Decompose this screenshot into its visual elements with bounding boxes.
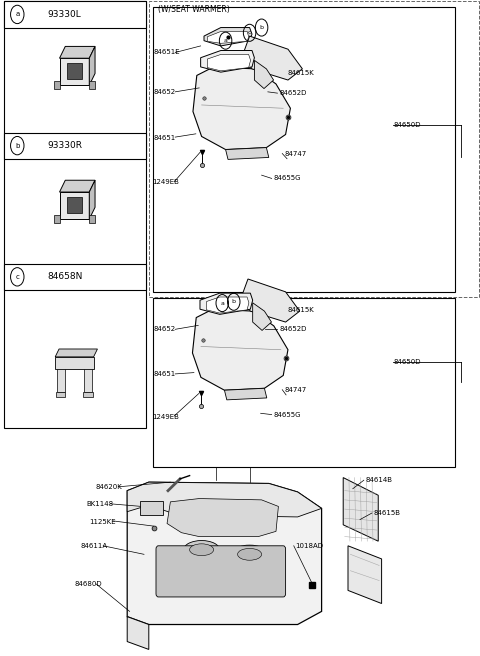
Text: 84655G: 84655G <box>274 175 301 182</box>
Polygon shape <box>206 297 249 313</box>
Polygon shape <box>207 31 249 43</box>
Text: b: b <box>260 25 264 30</box>
Polygon shape <box>89 47 95 85</box>
Polygon shape <box>60 47 95 58</box>
Polygon shape <box>67 63 82 79</box>
Bar <box>4 1 146 28</box>
Bar <box>55 357 94 369</box>
Text: 84615K: 84615K <box>288 306 315 313</box>
Polygon shape <box>193 67 290 150</box>
Bar <box>153 7 455 292</box>
Bar <box>57 369 65 392</box>
Polygon shape <box>242 36 302 80</box>
Polygon shape <box>252 303 272 331</box>
Polygon shape <box>127 482 322 625</box>
Ellipse shape <box>183 541 220 559</box>
Ellipse shape <box>238 548 262 560</box>
FancyBboxPatch shape <box>156 546 286 597</box>
Polygon shape <box>200 293 252 314</box>
Polygon shape <box>348 546 382 604</box>
Text: 84615K: 84615K <box>288 70 315 77</box>
Polygon shape <box>67 197 82 213</box>
Polygon shape <box>60 180 95 192</box>
Text: 84651E: 84651E <box>154 49 180 56</box>
Text: BK1148: BK1148 <box>86 501 114 507</box>
Bar <box>153 298 455 467</box>
Text: b: b <box>15 142 20 149</box>
Text: b: b <box>232 299 236 304</box>
Bar <box>56 392 65 397</box>
Text: a: a <box>220 300 224 306</box>
Ellipse shape <box>232 545 268 564</box>
Polygon shape <box>207 54 251 71</box>
Ellipse shape <box>190 544 214 556</box>
Polygon shape <box>192 309 288 390</box>
Polygon shape <box>254 60 274 89</box>
Polygon shape <box>167 499 278 537</box>
Polygon shape <box>343 478 378 541</box>
Polygon shape <box>204 28 252 46</box>
Bar <box>54 215 60 223</box>
Text: 84680D: 84680D <box>74 581 102 587</box>
Polygon shape <box>226 148 269 159</box>
Text: 84652: 84652 <box>154 89 176 95</box>
Text: c: c <box>248 30 252 35</box>
Text: 84652D: 84652D <box>279 90 307 96</box>
Text: 84650D: 84650D <box>394 359 421 365</box>
Bar <box>4 264 146 290</box>
Text: 84658N: 84658N <box>47 272 83 281</box>
Text: 84655G: 84655G <box>274 412 301 419</box>
Polygon shape <box>201 51 254 72</box>
Text: 84747: 84747 <box>284 386 306 393</box>
Text: a: a <box>15 11 19 18</box>
Polygon shape <box>60 58 89 85</box>
Text: (W/SEAT WARMER): (W/SEAT WARMER) <box>158 5 230 14</box>
Polygon shape <box>89 180 95 219</box>
Text: 1249EB: 1249EB <box>153 179 180 186</box>
Text: 84652D: 84652D <box>279 326 307 333</box>
Text: 84651: 84651 <box>154 134 176 141</box>
Bar <box>83 392 93 397</box>
Polygon shape <box>60 192 89 219</box>
Text: 93330L: 93330L <box>47 10 81 19</box>
Text: 84615B: 84615B <box>373 510 400 516</box>
Polygon shape <box>127 617 149 649</box>
Text: 84620K: 84620K <box>95 483 122 490</box>
Text: 84651: 84651 <box>154 371 176 377</box>
Text: 84652: 84652 <box>154 326 176 333</box>
Text: c: c <box>15 274 19 280</box>
Bar <box>89 215 95 223</box>
Polygon shape <box>127 482 322 517</box>
Polygon shape <box>55 349 97 357</box>
Text: 84611A: 84611A <box>81 543 108 549</box>
Text: 84614B: 84614B <box>366 477 393 483</box>
Bar <box>84 369 92 392</box>
Bar <box>89 81 95 89</box>
Text: 1018AD: 1018AD <box>295 543 323 549</box>
Text: 84650D: 84650D <box>394 121 421 128</box>
Text: 84747: 84747 <box>284 150 306 157</box>
Polygon shape <box>241 279 300 322</box>
Text: 93330R: 93330R <box>47 141 82 150</box>
Bar <box>4 133 146 159</box>
Polygon shape <box>225 388 267 400</box>
Text: 1125KE: 1125KE <box>89 518 115 525</box>
Bar <box>140 501 163 515</box>
Bar <box>149 1 479 297</box>
Text: 1249EB: 1249EB <box>153 413 180 420</box>
Bar <box>4 1 146 428</box>
Text: a: a <box>224 38 228 43</box>
Bar <box>54 81 60 89</box>
